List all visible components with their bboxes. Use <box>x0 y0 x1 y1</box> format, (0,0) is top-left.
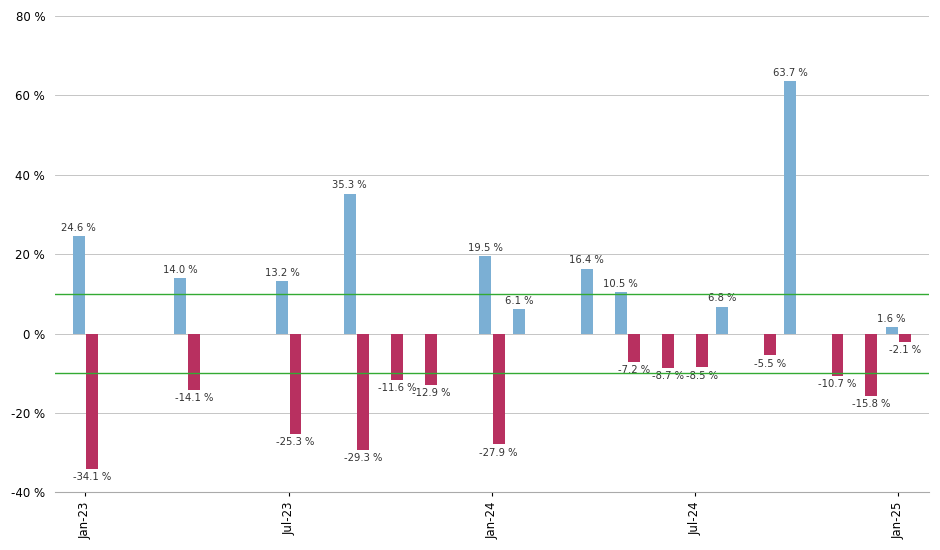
Bar <box>174 278 186 334</box>
Text: -29.3 %: -29.3 % <box>344 453 383 463</box>
Text: -10.7 %: -10.7 % <box>818 379 856 389</box>
Text: -27.9 %: -27.9 % <box>479 448 518 458</box>
Bar <box>290 334 302 434</box>
Bar <box>72 236 85 334</box>
Bar <box>479 256 491 334</box>
Bar <box>696 334 708 367</box>
Bar <box>885 327 898 334</box>
Bar <box>832 334 843 376</box>
Text: -2.1 %: -2.1 % <box>889 345 921 355</box>
Bar <box>391 334 403 379</box>
Text: 14.0 %: 14.0 % <box>163 265 197 275</box>
Bar <box>357 334 369 450</box>
Text: -8.7 %: -8.7 % <box>652 371 684 381</box>
Text: 19.5 %: 19.5 % <box>468 243 503 253</box>
Text: 1.6 %: 1.6 % <box>877 314 906 324</box>
Bar <box>344 194 355 334</box>
Text: -25.3 %: -25.3 % <box>276 437 315 447</box>
Bar <box>513 310 525 334</box>
Bar <box>276 281 288 334</box>
Text: -34.1 %: -34.1 % <box>73 472 111 482</box>
Text: -15.8 %: -15.8 % <box>853 399 890 410</box>
Bar <box>425 334 437 385</box>
Bar <box>188 334 200 389</box>
Bar <box>900 334 911 342</box>
Text: 35.3 %: 35.3 % <box>333 180 367 190</box>
Bar <box>628 334 640 362</box>
Text: 6.8 %: 6.8 % <box>708 294 736 304</box>
Bar <box>866 334 877 397</box>
Text: -14.1 %: -14.1 % <box>175 393 213 403</box>
Bar <box>784 81 796 334</box>
Bar <box>86 334 98 469</box>
Text: 16.4 %: 16.4 % <box>570 255 604 265</box>
Text: 13.2 %: 13.2 % <box>264 268 299 278</box>
Text: 63.7 %: 63.7 % <box>773 68 807 78</box>
Bar <box>615 292 627 334</box>
Bar <box>716 306 728 334</box>
Text: -7.2 %: -7.2 % <box>619 365 650 375</box>
Text: 6.1 %: 6.1 % <box>505 296 533 306</box>
Text: -8.5 %: -8.5 % <box>686 371 718 381</box>
Text: -11.6 %: -11.6 % <box>378 383 416 393</box>
Bar <box>493 334 505 444</box>
Text: -12.9 %: -12.9 % <box>412 388 450 398</box>
Text: 24.6 %: 24.6 % <box>61 223 96 233</box>
Bar <box>662 334 674 368</box>
Text: 10.5 %: 10.5 % <box>603 279 638 289</box>
Bar <box>581 268 593 334</box>
Bar <box>764 334 775 355</box>
Text: -5.5 %: -5.5 % <box>754 359 786 369</box>
